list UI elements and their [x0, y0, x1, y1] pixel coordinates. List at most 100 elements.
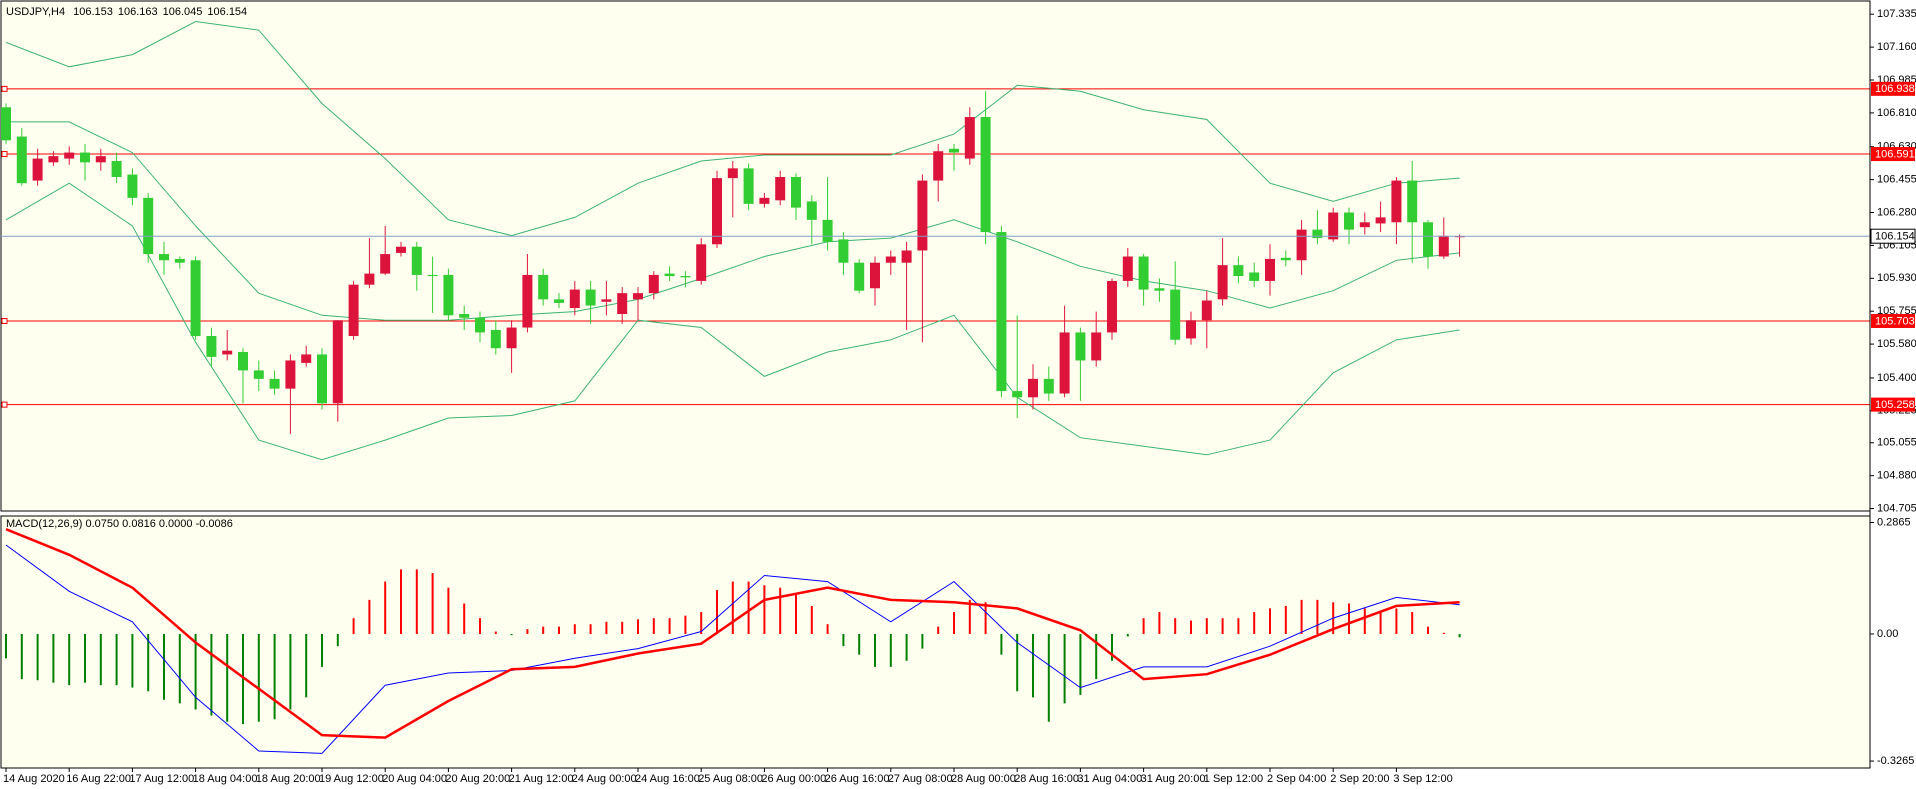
candle-body: [727, 168, 738, 179]
candle-body: [506, 327, 517, 349]
y-tick-label: 105.930: [1877, 272, 1916, 284]
x-tick-label: 26 Aug 00:00: [761, 773, 826, 785]
candle-body: [933, 151, 944, 181]
candle-body: [743, 168, 754, 204]
x-tick-label: 24 Aug 16:00: [635, 773, 700, 785]
x-tick-label: 20 Aug 04:00: [382, 773, 447, 785]
candle-body: [1328, 212, 1339, 240]
x-tick-label: 2 Sep 04:00: [1267, 773, 1326, 785]
candle-body: [696, 244, 707, 281]
candle-body: [1391, 180, 1402, 223]
macd-pane: [0, 515, 1871, 769]
x-tick-label: 16 Aug 22:00: [66, 773, 131, 785]
candle-body: [1375, 217, 1386, 224]
x-tick-label: 28 Aug 16:00: [1014, 773, 1079, 785]
candle-body: [838, 239, 849, 263]
candle-body: [1296, 229, 1307, 261]
level-marker: [1, 401, 8, 408]
y-tick-label: 106.455: [1877, 174, 1916, 186]
level-marker: [1, 151, 8, 158]
y-tick-label: 104.705: [1877, 502, 1916, 514]
candle-body: [174, 258, 185, 263]
low: 106.045: [163, 6, 203, 18]
candle-body: [332, 320, 343, 404]
candle-body: [1312, 229, 1323, 239]
candle-body: [585, 289, 596, 306]
candle-body: [1091, 332, 1102, 361]
candle-body: [901, 250, 912, 263]
candle-body: [238, 351, 248, 371]
candle-body: [1249, 272, 1260, 281]
candle-body: [1012, 391, 1023, 398]
candle-body: [111, 161, 122, 177]
candle-body: [1059, 332, 1070, 394]
y-tick-label: 106.810: [1877, 107, 1916, 119]
price-label-box: [1870, 228, 1916, 244]
candle-body: [443, 274, 454, 316]
candle-body: [95, 156, 106, 163]
y-tick-label: 0.00: [1877, 628, 1898, 640]
high: 106.163: [118, 6, 158, 18]
candle-body: [806, 201, 817, 220]
candle-body: [32, 158, 43, 181]
y-tick-label: 105.580: [1877, 338, 1916, 350]
symbol: USDJPY,H4: [6, 6, 65, 18]
candle-body: [791, 176, 801, 208]
x-tick-label: 26 Aug 16:00: [825, 773, 890, 785]
candle-body: [1344, 212, 1354, 230]
open: 106.153: [73, 6, 113, 18]
x-tick-label: 24 Aug 00:00: [572, 773, 637, 785]
candle-body: [459, 314, 470, 318]
candle-body: [1122, 256, 1133, 281]
x-tick-label: 25 Aug 08:00: [698, 773, 763, 785]
candle-body: [648, 274, 659, 294]
candle-body: [64, 152, 75, 159]
x-tick-label: 31 Aug 04:00: [1077, 773, 1142, 785]
x-tick-label: 28 Aug 00:00: [951, 773, 1016, 785]
candle-body: [396, 246, 406, 253]
candle-body: [269, 378, 280, 389]
candle-body: [854, 262, 865, 291]
x-tick-label: 1 Sep 12:00: [1204, 773, 1263, 785]
y-tick-label: 107.335: [1877, 8, 1916, 20]
candle-body: [1407, 180, 1418, 223]
candle-body: [1201, 300, 1212, 321]
candle-body: [1186, 320, 1196, 339]
candle-body: [127, 174, 138, 198]
level-label-box: [1871, 81, 1915, 96]
candle-body: [222, 350, 233, 355]
candle-body: [680, 276, 691, 278]
candle-body: [80, 152, 90, 163]
candle-body: [885, 256, 896, 263]
indicator-line: [5, 20, 1460, 237]
candle-body: [490, 329, 501, 349]
candle-body: [917, 180, 928, 251]
candle-body: [775, 176, 786, 201]
candle-body: [964, 117, 975, 159]
candle-body: [1170, 289, 1181, 340]
x-tick-label: 21 Aug 12:00: [509, 773, 574, 785]
x-tick-label: 18 Aug 20:00: [256, 773, 321, 785]
y-tick-label: 107.160: [1877, 41, 1916, 53]
candle-body: [1028, 378, 1038, 398]
level-marker: [1, 317, 8, 324]
x-tick-label: 2 Sep 20:00: [1330, 773, 1389, 785]
candle-body: [301, 354, 312, 363]
candle-body: [664, 273, 675, 277]
level-label: 106.591: [1875, 148, 1915, 160]
candle-body: [285, 360, 296, 389]
candle-body: [159, 254, 169, 261]
y-tick-label: 106.280: [1877, 206, 1916, 218]
indicator-line: [5, 528, 1460, 739]
candle-body: [712, 178, 722, 245]
macd-header: MACD(12,26,9) 0.0750 0.0816 0.0000 -0.00…: [6, 518, 233, 530]
level-label-box: [1871, 313, 1915, 328]
candle-body: [1075, 332, 1086, 361]
candle-body: [1, 107, 11, 141]
x-tick-label: 20 Aug 20:00: [445, 773, 510, 785]
candle-body: [380, 254, 391, 274]
candle-body: [364, 273, 375, 285]
candle-body: [206, 336, 217, 357]
